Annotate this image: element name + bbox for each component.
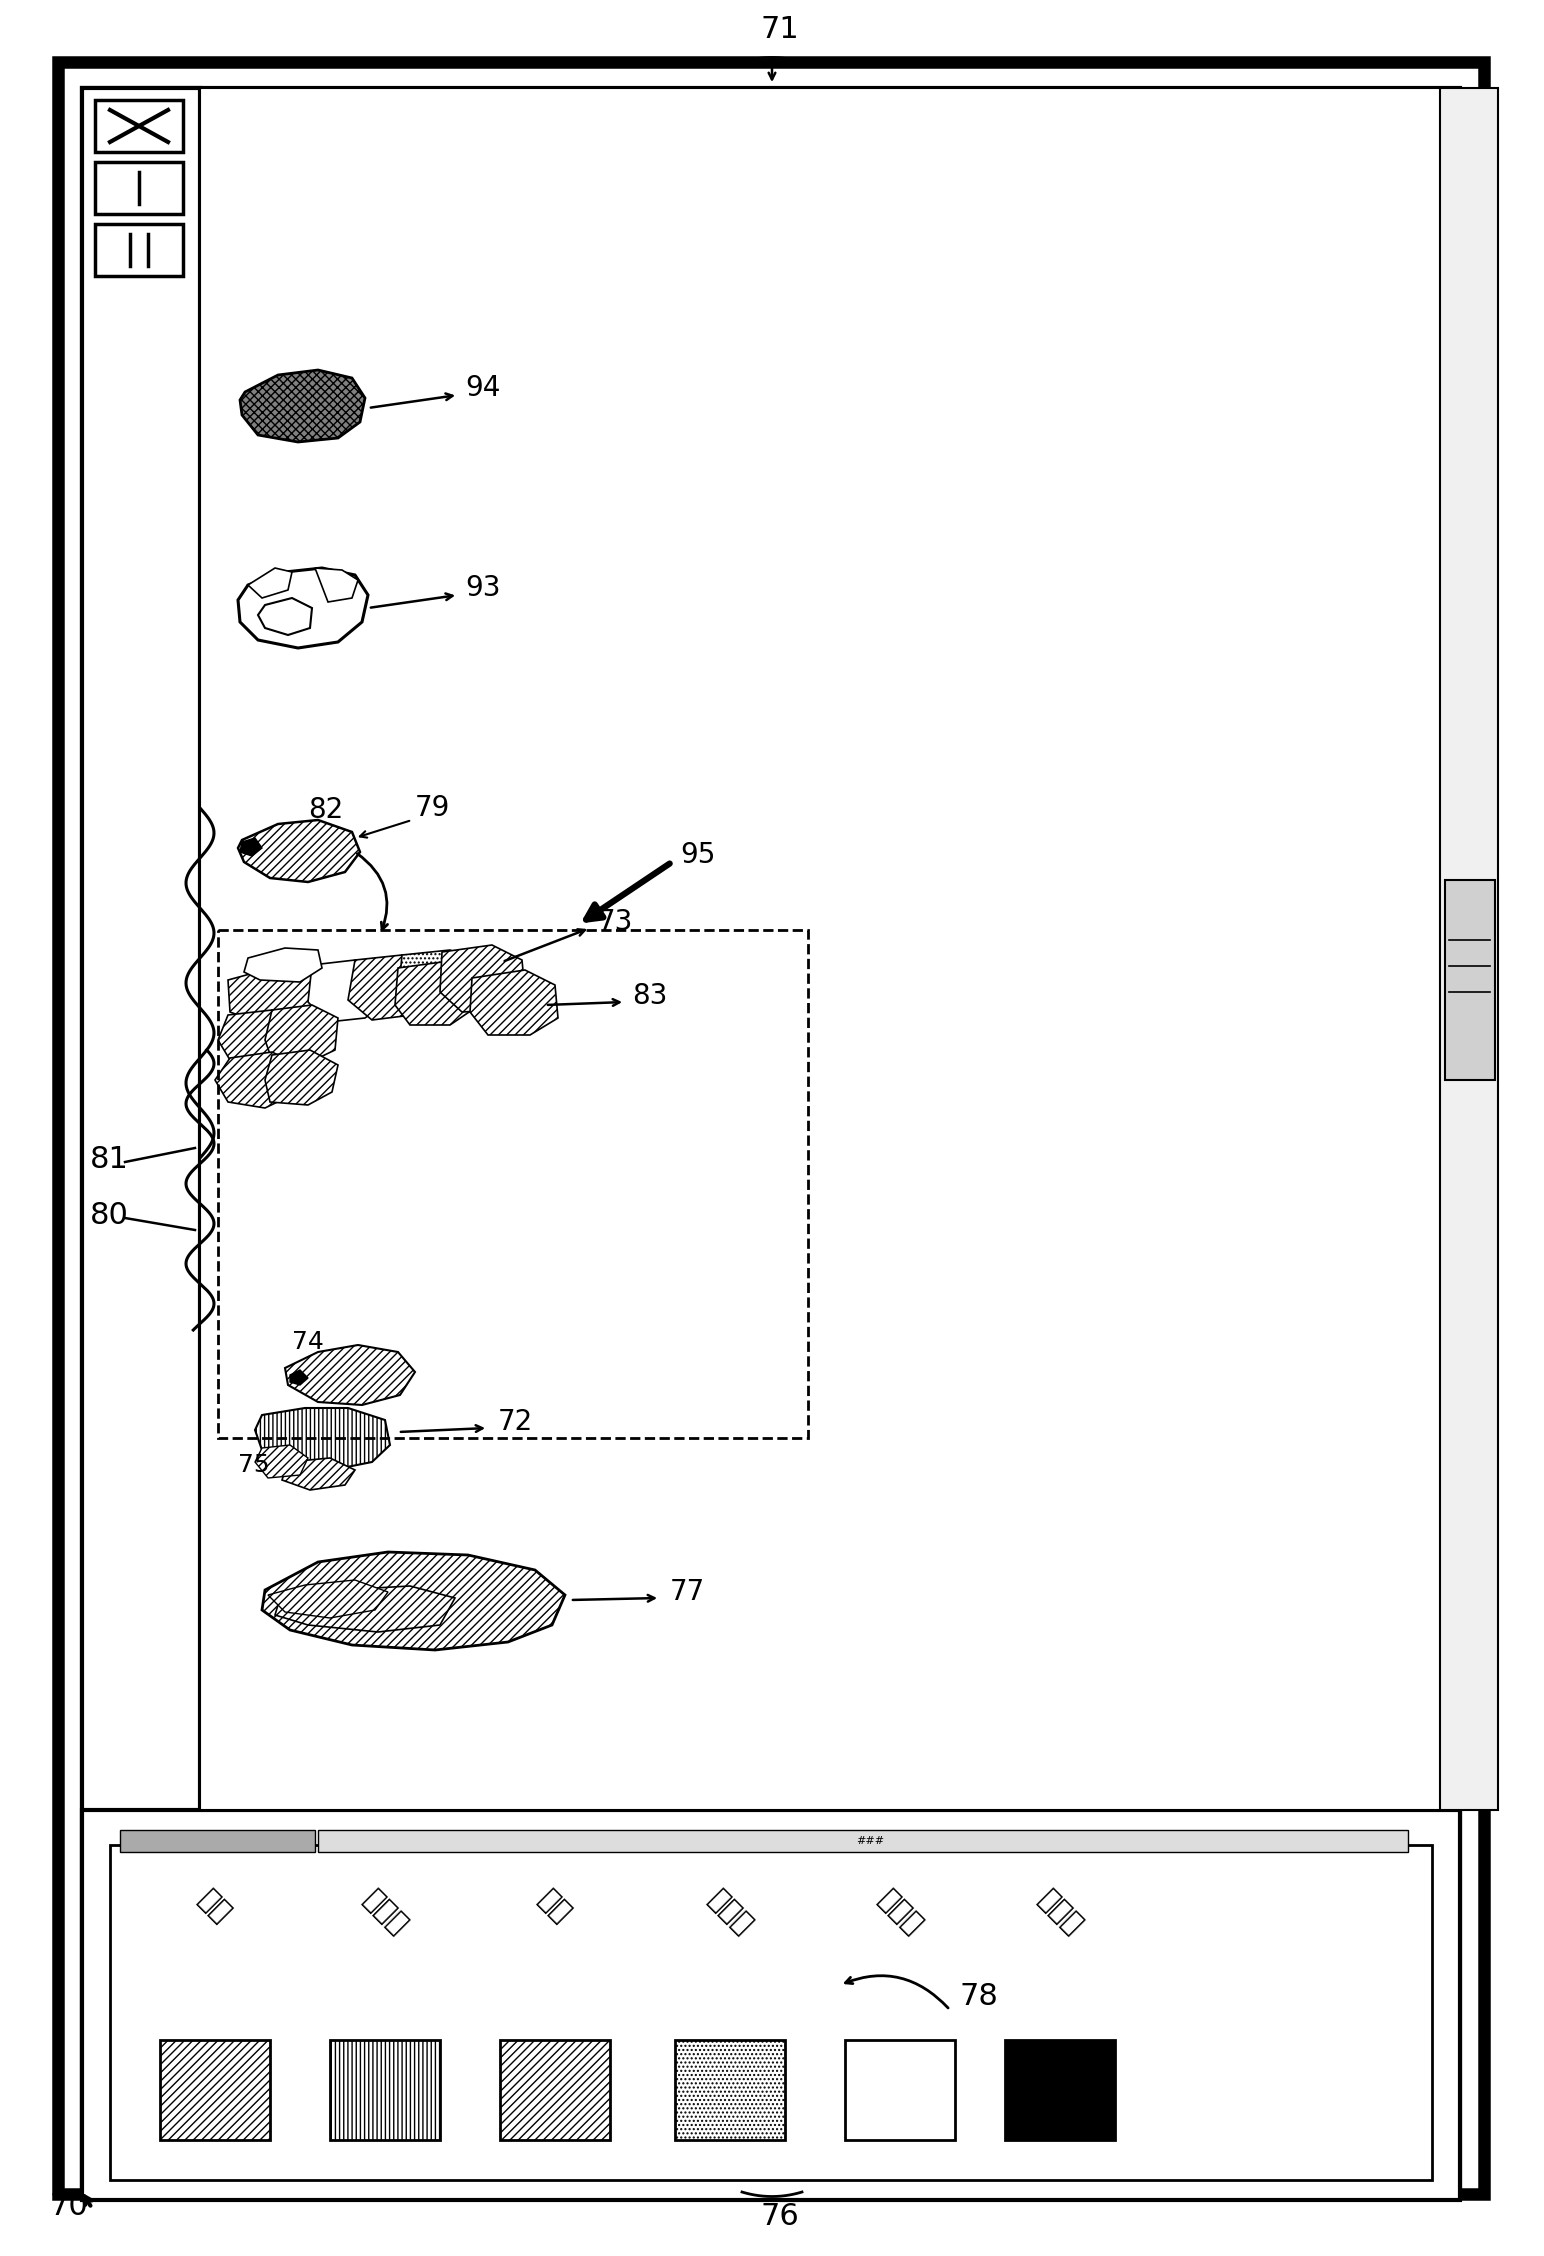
Polygon shape — [244, 948, 323, 981]
Text: 73: 73 — [598, 907, 633, 936]
Bar — [500, 2039, 610, 2141]
Bar — [96, 223, 184, 275]
Polygon shape — [238, 569, 367, 647]
Bar — [82, 1809, 1461, 2200]
Text: 95: 95 — [679, 841, 715, 869]
Text: 80: 80 — [90, 1200, 128, 1230]
Text: 83: 83 — [631, 981, 667, 1011]
Polygon shape — [440, 945, 525, 1013]
Bar — [318, 1830, 1408, 1852]
Text: 72: 72 — [499, 1408, 533, 1437]
Text: 71: 71 — [761, 16, 800, 45]
Bar — [675, 2039, 784, 2141]
Text: 77: 77 — [670, 1577, 706, 1606]
Polygon shape — [239, 370, 364, 442]
Polygon shape — [255, 1446, 307, 1478]
Polygon shape — [315, 569, 358, 602]
Text: 78: 78 — [960, 1983, 999, 2010]
Polygon shape — [398, 950, 488, 1015]
Polygon shape — [262, 1552, 565, 1649]
Bar — [201, 88, 1461, 1809]
Text: 81: 81 — [90, 1146, 128, 1175]
Polygon shape — [286, 1345, 415, 1405]
Text: 76: 76 — [761, 2202, 800, 2231]
Text: ###: ### — [855, 1836, 885, 1845]
Bar — [218, 929, 808, 1437]
Polygon shape — [275, 1586, 455, 1631]
Polygon shape — [307, 961, 391, 1022]
Polygon shape — [239, 837, 262, 855]
Text: 74: 74 — [292, 1331, 324, 1354]
Text: 黄铜矿: 黄铜矿 — [358, 1886, 412, 1940]
Bar — [1005, 2039, 1115, 2141]
Polygon shape — [266, 1004, 338, 1063]
Polygon shape — [249, 569, 292, 598]
Bar — [96, 162, 184, 214]
Bar — [110, 1845, 1431, 2179]
Bar — [1445, 880, 1495, 1081]
Bar — [330, 2039, 440, 2141]
Polygon shape — [283, 1457, 355, 1489]
Bar — [120, 1830, 315, 1852]
Polygon shape — [258, 598, 312, 634]
Polygon shape — [255, 1408, 391, 1471]
Text: 探石: 探石 — [533, 1886, 576, 1929]
Polygon shape — [266, 1049, 338, 1105]
Polygon shape — [347, 954, 438, 1020]
Polygon shape — [218, 1011, 303, 1065]
Text: 82: 82 — [307, 796, 343, 823]
Bar — [82, 88, 201, 2191]
Bar — [1441, 88, 1498, 1809]
Polygon shape — [215, 1051, 298, 1108]
Polygon shape — [395, 961, 476, 1024]
Text: 绻泥石: 绻泥石 — [703, 1886, 758, 1940]
Text: 70: 70 — [49, 2193, 88, 2220]
Text: 75: 75 — [238, 1453, 270, 1478]
Text: 79: 79 — [415, 794, 451, 821]
Text: 94: 94 — [465, 374, 500, 402]
Bar — [82, 88, 1461, 2191]
Text: 金红石: 金红石 — [872, 1886, 928, 1940]
Polygon shape — [469, 970, 557, 1036]
Polygon shape — [229, 966, 338, 1024]
Text: 93: 93 — [465, 573, 500, 602]
Bar — [96, 99, 184, 151]
Bar — [845, 2039, 956, 2141]
Polygon shape — [269, 1579, 388, 1618]
Text: 长石: 长石 — [193, 1886, 236, 1929]
Bar — [161, 2039, 270, 2141]
Polygon shape — [290, 1369, 307, 1385]
Polygon shape — [238, 819, 360, 882]
Text: 未分类: 未分类 — [1033, 1886, 1087, 1940]
